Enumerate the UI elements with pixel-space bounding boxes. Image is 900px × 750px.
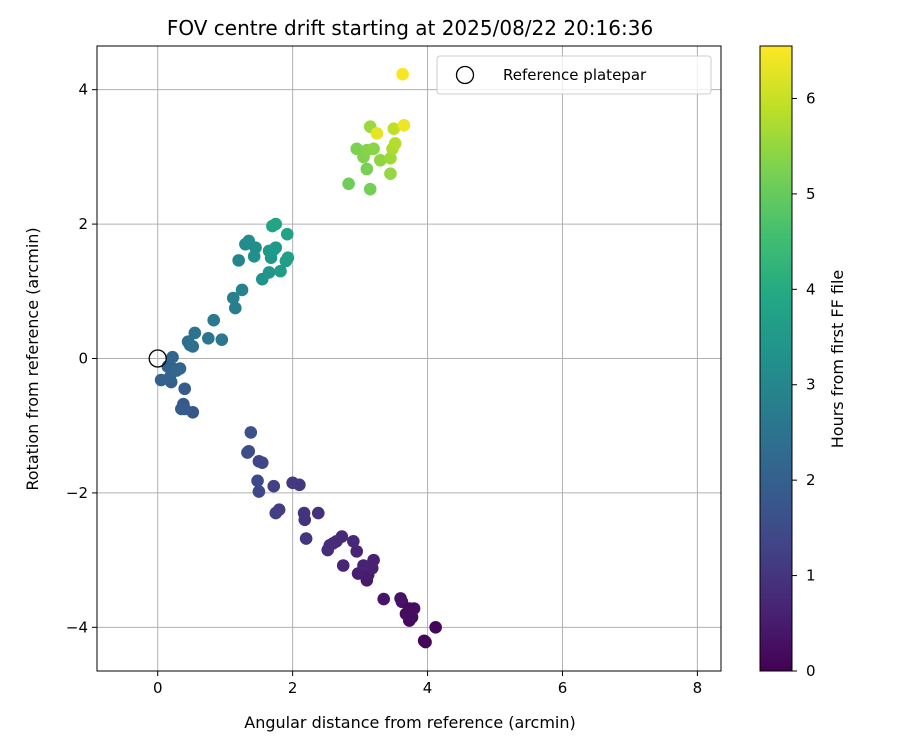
y-tick-label: 0 [78, 350, 88, 368]
data-point [269, 506, 283, 520]
data-point [235, 283, 249, 297]
data-point [394, 592, 407, 605]
colorbar-frame [759, 45, 793, 672]
data-point [342, 177, 355, 191]
data-point [336, 559, 350, 572]
colorbar-label: Hours from first FF file [828, 270, 847, 449]
data-point [299, 532, 313, 545]
data-point [357, 559, 370, 572]
colorbar-ticks: 0 1 2 3 4 5 6 [792, 89, 816, 680]
colorbar: 0 1 2 3 4 5 6 Hours from first FF file [759, 45, 847, 680]
colorbar-tick-label: 6 [806, 89, 816, 107]
data-point [429, 621, 442, 634]
data-point [186, 340, 200, 353]
colorbar-tick-label: 5 [806, 185, 816, 203]
data-point [350, 545, 364, 558]
colorbar-gradient [760, 46, 792, 671]
data-point [384, 151, 397, 165]
data-point [360, 162, 374, 176]
data-point [374, 153, 387, 167]
x-tick-label: 4 [423, 679, 433, 697]
data-point [262, 266, 276, 279]
data-point [241, 446, 254, 459]
legend-marker-open-circle [455, 65, 475, 85]
data-point [286, 476, 299, 490]
y-axis-label: Rotation from reference (arcmin) [23, 227, 42, 490]
data-point [244, 426, 258, 439]
data-point [267, 243, 281, 256]
data-point [363, 182, 377, 196]
data-point [384, 167, 397, 180]
data-point [396, 67, 409, 81]
data-point [347, 534, 360, 548]
data-point [367, 553, 380, 567]
colorbar-tick-label: 2 [806, 471, 816, 489]
axis-ticks: 0 2 4 6 8 −4 −2 0 2 4 [66, 81, 702, 697]
data-point [280, 227, 294, 241]
data-point [269, 217, 283, 231]
data-point [281, 251, 295, 264]
data-point [226, 291, 240, 305]
data-point [228, 301, 242, 315]
y-tick-label: −4 [66, 618, 88, 636]
legend: Reference platepar [436, 55, 712, 95]
data-point [252, 485, 266, 498]
data-point [267, 479, 281, 493]
data-points [148, 67, 442, 649]
data-point [207, 313, 221, 327]
grid-lines [97, 46, 721, 671]
x-tick-label: 6 [558, 679, 568, 697]
data-point [377, 592, 391, 606]
data-point [387, 122, 401, 135]
data-point [274, 264, 287, 278]
data-point [188, 326, 202, 340]
colorbar-tick-label: 3 [806, 376, 816, 394]
y-tick-label: −2 [66, 484, 88, 502]
data-point [297, 506, 311, 520]
x-tick-label: 0 [153, 679, 163, 697]
data-point [215, 333, 229, 346]
x-tick-label: 8 [693, 679, 703, 697]
y-tick-label: 2 [78, 215, 88, 233]
legend-label: Reference platepar [503, 66, 647, 84]
colorbar-tick-label: 1 [806, 567, 816, 585]
x-tick-label: 2 [288, 679, 298, 697]
data-point [311, 506, 325, 520]
data-point [202, 332, 215, 345]
data-point [178, 382, 191, 396]
data-point [175, 402, 188, 416]
x-axis-label: Angular distance from reference (arcmin) [244, 713, 575, 732]
data-point [166, 350, 179, 364]
y-tick-label: 4 [78, 81, 88, 99]
data-point [403, 602, 416, 615]
data-point [323, 539, 337, 552]
data-point [397, 119, 411, 132]
reference-platepar-marker [148, 349, 167, 368]
chart-title: FOV centre drift starting at 2025/08/22 … [167, 16, 653, 40]
data-point [232, 254, 245, 267]
data-point [247, 250, 261, 263]
colorbar-tick-label: 0 [806, 662, 816, 680]
data-point [367, 142, 380, 156]
data-point [255, 456, 269, 469]
colorbar-tick-label: 4 [806, 280, 816, 298]
legend-box [436, 55, 712, 95]
data-point [251, 474, 264, 488]
data-point [170, 364, 183, 377]
data-point [370, 127, 384, 140]
data-point [388, 137, 402, 150]
data-point [419, 635, 432, 649]
